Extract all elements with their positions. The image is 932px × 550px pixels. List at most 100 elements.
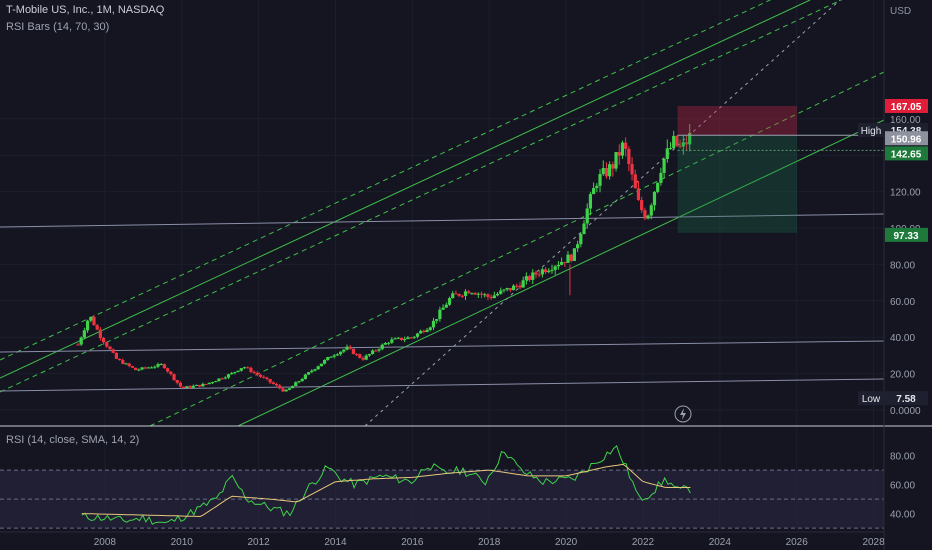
candle-body: [358, 354, 362, 358]
candle-body: [134, 367, 138, 371]
stop-zone: [677, 105, 797, 136]
candle-body: [476, 293, 480, 295]
candle-body: [364, 355, 368, 360]
channel-lines: [0, 0, 885, 427]
candle-body: [150, 367, 154, 369]
candle-body: [409, 337, 413, 339]
grid: [0, 0, 884, 530]
y-tick-label: 160.00: [890, 115, 921, 126]
candle-body: [531, 272, 535, 280]
candle-body: [396, 337, 400, 339]
candle-body: [592, 188, 596, 195]
candle-body: [246, 367, 250, 369]
candle-body: [390, 339, 394, 343]
candle-body: [297, 381, 301, 383]
candle-body: [656, 182, 660, 192]
candle-body: [633, 174, 637, 189]
y-tick-label: 40.00: [890, 333, 915, 344]
candle-body: [604, 168, 609, 177]
candle-body: [582, 223, 586, 235]
candle-body: [345, 346, 349, 350]
candle-body: [611, 164, 615, 169]
candle-body: [383, 343, 388, 345]
candle-body: [627, 148, 631, 165]
candle-body: [556, 264, 560, 267]
candle-body: [284, 389, 288, 392]
candle-body: [387, 342, 391, 344]
candle-body: [431, 320, 436, 328]
candle-body: [191, 385, 195, 388]
candle-body: [460, 295, 464, 297]
candle-body: [463, 291, 468, 296]
candle-body: [547, 270, 551, 273]
candle-body: [162, 364, 167, 369]
candle-body: [217, 378, 221, 382]
candle-body: [684, 142, 689, 145]
candle-body: [524, 276, 528, 281]
candle-body: [201, 383, 205, 387]
candle-body: [560, 261, 564, 265]
candle-body: [271, 382, 275, 384]
candle-body: [438, 309, 442, 320]
candle-body: [329, 356, 333, 358]
candle-body: [585, 208, 589, 224]
candle-body: [220, 378, 224, 380]
candle-body: [678, 145, 682, 147]
candle-body: [85, 320, 90, 331]
price-tag-stop: 97.33: [893, 231, 918, 242]
y-tick-label: 80.00: [890, 260, 915, 271]
candle-body: [178, 382, 183, 387]
candle-body: [118, 358, 122, 361]
trend-line: [0, 0, 811, 379]
candle-body: [146, 367, 151, 369]
candle-body: [242, 367, 247, 369]
candle-body: [393, 338, 397, 340]
candle-body: [646, 215, 650, 219]
x-tick-label: 2018: [478, 537, 501, 548]
candle-body: [140, 367, 144, 370]
candle-body: [492, 295, 496, 299]
candle-body: [210, 382, 215, 384]
trend-line: [0, 0, 843, 393]
candle-body: [688, 132, 692, 145]
candle-body: [483, 294, 487, 296]
candle-body: [306, 372, 311, 375]
candle-body: [620, 142, 625, 156]
candle-body: [303, 374, 307, 380]
chart-title: T-Mobile US, Inc., 1M, NASDAQ: [6, 4, 165, 16]
candle-body: [534, 272, 538, 275]
candle-body: [624, 142, 628, 149]
candle-body: [339, 351, 343, 355]
rsi-ma-line: [81, 463, 691, 518]
trend-line: [0, 378, 885, 392]
lightning-icon: [680, 408, 686, 420]
candle-body: [92, 316, 96, 326]
candle-body: [486, 294, 490, 297]
x-tick-label: 2024: [709, 537, 732, 548]
candle-body: [636, 188, 641, 201]
candle-body: [124, 363, 128, 365]
candle-body: [457, 293, 461, 296]
candle-body: [412, 336, 416, 338]
high-tag-bg: [858, 123, 884, 138]
candle-body: [521, 280, 525, 288]
candle-body: [419, 330, 423, 334]
candle-body: [415, 333, 420, 337]
candle-body: [601, 168, 605, 175]
candle-body: [121, 360, 125, 364]
candle-body: [262, 376, 266, 378]
candle-body: [130, 366, 135, 368]
y-tick-label: 0.0000: [890, 406, 921, 417]
candle-body: [499, 290, 503, 294]
candle-body: [198, 384, 202, 387]
candle-body: [668, 148, 673, 150]
candle-body: [608, 164, 612, 177]
price-tag-target: 167.05: [891, 102, 922, 113]
trend-line: [364, 0, 841, 427]
candle-body: [316, 366, 320, 370]
candle-body: [361, 357, 365, 360]
low-tag-bg: [858, 391, 884, 406]
x-tick-label: 2010: [171, 537, 194, 548]
candle-body: [425, 329, 429, 332]
